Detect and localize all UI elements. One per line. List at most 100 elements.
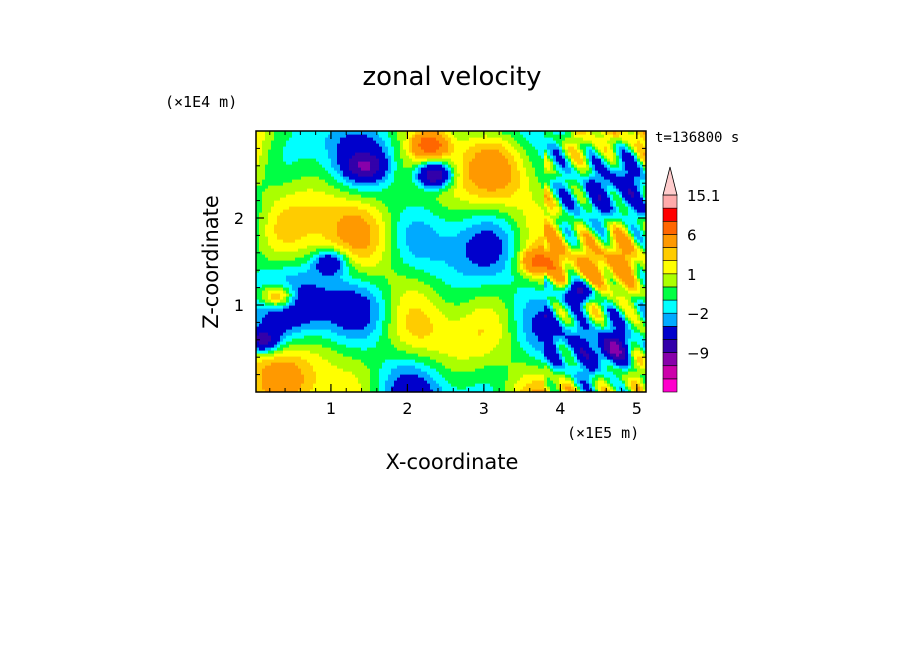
- field-cell: [349, 359, 353, 363]
- field-cell: [367, 176, 371, 180]
- field-cell: [274, 218, 278, 222]
- field-cell: [337, 329, 341, 333]
- field-cell: [370, 314, 374, 318]
- field-cell: [286, 338, 290, 342]
- field-cell: [292, 353, 296, 357]
- field-cell: [355, 206, 359, 210]
- field-cell: [328, 293, 332, 297]
- field-cell: [268, 350, 272, 354]
- field-cell: [373, 368, 377, 372]
- field-cell: [427, 290, 431, 294]
- field-cell: [418, 161, 422, 165]
- field-cell: [406, 191, 410, 195]
- field-cell: [256, 272, 260, 276]
- field-cell: [268, 158, 272, 162]
- field-cell: [307, 245, 311, 249]
- field-cell: [403, 221, 407, 225]
- field-cell: [361, 245, 365, 249]
- field-cell: [292, 347, 296, 351]
- field-cell: [265, 170, 269, 174]
- field-cell: [283, 302, 287, 306]
- field-cell: [280, 134, 284, 138]
- field-cell: [307, 326, 311, 330]
- field-cell: [340, 362, 344, 366]
- field-cell: [421, 362, 425, 366]
- field-cell: [349, 335, 353, 339]
- field-cell: [349, 146, 353, 150]
- field-cell: [409, 275, 413, 279]
- field-cell: [283, 254, 287, 258]
- field-cell: [373, 161, 377, 165]
- field-cell: [334, 221, 338, 225]
- field-cell: [343, 305, 347, 309]
- field-cell: [259, 239, 263, 243]
- field-cell: [400, 341, 404, 345]
- field-cell: [322, 263, 326, 267]
- field-cell: [265, 131, 269, 135]
- field-cell: [313, 140, 317, 144]
- field-cell: [268, 365, 272, 369]
- field-cell: [277, 299, 281, 303]
- field-cell: [283, 374, 287, 378]
- field-cell: [319, 347, 323, 351]
- field-cell: [307, 194, 311, 198]
- field-cell: [322, 272, 326, 276]
- field-cell: [334, 182, 338, 186]
- field-cell: [346, 293, 350, 297]
- field-cell: [415, 137, 419, 141]
- field-cell: [376, 143, 380, 147]
- field-cell: [406, 242, 410, 246]
- field-cell: [262, 308, 266, 312]
- field-cell: [259, 203, 263, 207]
- field-cell: [295, 353, 299, 357]
- field-cell: [286, 299, 290, 303]
- field-cell: [301, 176, 305, 180]
- field-cell: [259, 332, 263, 336]
- field-cell: [262, 227, 266, 231]
- field-cell: [370, 245, 374, 249]
- field-cell: [304, 137, 308, 141]
- field-cell: [421, 278, 425, 282]
- field-cell: [283, 137, 287, 141]
- field-cell: [334, 245, 338, 249]
- field-cell: [379, 146, 383, 150]
- field-cell: [367, 314, 371, 318]
- field-cell: [307, 191, 311, 195]
- field-cell: [331, 362, 335, 366]
- field-cell: [295, 260, 299, 264]
- field-cell: [295, 362, 299, 366]
- field-cell: [304, 158, 308, 162]
- field-cell: [268, 185, 272, 189]
- field-cell: [400, 350, 404, 354]
- field-cell: [355, 329, 359, 333]
- field-cell: [364, 248, 368, 252]
- field-cell: [280, 284, 284, 288]
- field-cell: [424, 380, 428, 384]
- field-cell: [298, 200, 302, 204]
- field-cell: [361, 269, 365, 273]
- field-cell: [412, 305, 416, 309]
- field-cell: [307, 323, 311, 327]
- field-cell: [409, 164, 413, 168]
- field-cell: [304, 281, 308, 285]
- field-cell: [340, 353, 344, 357]
- field-cell: [391, 293, 395, 297]
- field-cell: [376, 221, 380, 225]
- field-cell: [382, 374, 386, 378]
- field-cell: [286, 389, 290, 392]
- field-cell: [262, 320, 266, 324]
- field-cell: [382, 317, 386, 321]
- field-cell: [349, 239, 353, 243]
- field-cell: [304, 308, 308, 312]
- field-cell: [289, 290, 293, 294]
- field-cell: [289, 233, 293, 237]
- field-cell: [340, 134, 344, 138]
- field-cell: [280, 167, 284, 171]
- field-cell: [334, 200, 338, 204]
- field-cell: [418, 338, 422, 342]
- field-cell: [415, 134, 419, 138]
- field-cell: [286, 164, 290, 168]
- field-cell: [358, 185, 362, 189]
- field-cell: [415, 332, 419, 336]
- field-cell: [319, 230, 323, 234]
